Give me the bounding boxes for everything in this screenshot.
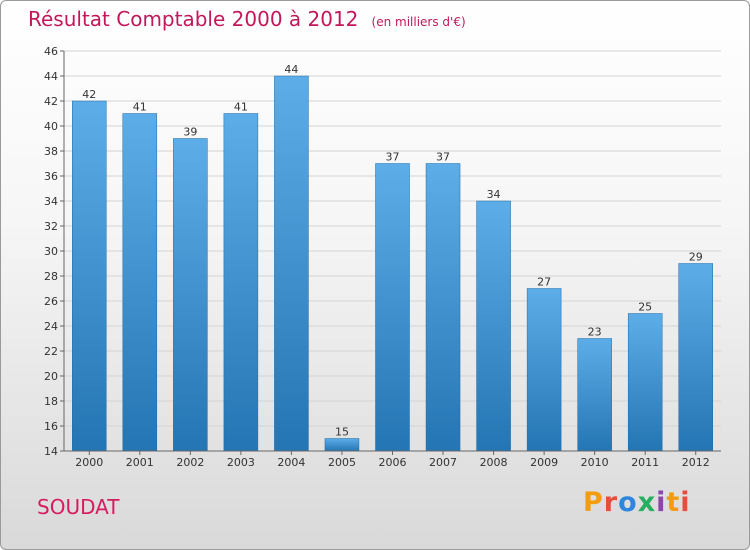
y-tick-label: 18 xyxy=(44,395,58,408)
brand-logo: Proxiti xyxy=(583,487,691,518)
bar-2007 xyxy=(425,163,461,452)
brand-letter: r xyxy=(603,487,619,518)
brand-letter: x xyxy=(637,487,657,518)
y-tick-label: 14 xyxy=(44,445,58,458)
y-tick-label: 24 xyxy=(44,320,58,333)
y-tick-label: 36 xyxy=(44,170,58,183)
bar-2002 xyxy=(173,138,208,452)
bar-2006 xyxy=(375,163,410,452)
y-tick-label: 26 xyxy=(44,295,58,308)
y-tick-label: 46 xyxy=(44,45,58,58)
bar-2005 xyxy=(324,438,360,452)
x-tick-label-2003: 2003 xyxy=(227,456,255,469)
chart-subtitle: (en milliers d'€) xyxy=(371,15,466,29)
x-tick-label-2005: 2005 xyxy=(328,456,356,469)
x-tick-label-2001: 2001 xyxy=(126,456,154,469)
data-label-2000: 42 xyxy=(82,88,96,101)
y-tick-label: 22 xyxy=(44,345,58,358)
data-label-2001: 41 xyxy=(133,101,147,114)
x-tick-label-2012: 2012 xyxy=(682,456,710,469)
bar-2010 xyxy=(577,338,612,452)
chart-title: Résultat Comptable 2000 à 2012 xyxy=(28,7,359,31)
bar-2001 xyxy=(122,113,158,452)
y-tick-label: 20 xyxy=(44,370,58,383)
x-tick-label-2006: 2006 xyxy=(379,456,407,469)
x-tick-label-2007: 2007 xyxy=(429,456,457,469)
bar-2009 xyxy=(526,288,562,452)
data-label-2009: 27 xyxy=(537,276,551,289)
brand-letter: i xyxy=(656,487,667,518)
brand-letter: o xyxy=(618,487,638,518)
y-tick-label: 38 xyxy=(44,145,58,158)
y-tick-label: 32 xyxy=(44,220,58,233)
y-tick-label: 44 xyxy=(44,70,58,83)
y-tick-label: 42 xyxy=(44,95,58,108)
y-tick-label: 30 xyxy=(44,245,58,258)
x-tick-label-2000: 2000 xyxy=(75,456,103,469)
brand-letter: t xyxy=(666,487,681,518)
x-tick-label-2008: 2008 xyxy=(480,456,508,469)
y-tick-label: 40 xyxy=(44,120,58,133)
y-tick-label: 34 xyxy=(44,195,58,208)
data-label-2005: 15 xyxy=(335,426,349,439)
bar-2008 xyxy=(476,200,511,452)
title-row: Résultat Comptable 2000 à 2012 (en milli… xyxy=(28,7,466,31)
y-tick-label: 28 xyxy=(44,270,58,283)
bar-2012 xyxy=(678,263,713,452)
bar-2003 xyxy=(223,113,259,452)
data-label-2012: 29 xyxy=(689,251,703,264)
x-tick-label-2002: 2002 xyxy=(176,456,204,469)
data-label-2003: 41 xyxy=(234,101,248,114)
y-tick-label: 16 xyxy=(44,420,58,433)
data-label-2008: 34 xyxy=(487,188,501,201)
commune-name: SOUDAT xyxy=(37,495,120,519)
brand-letter: P xyxy=(583,487,604,518)
data-label-2010: 23 xyxy=(588,326,602,339)
x-tick-label-2011: 2011 xyxy=(631,456,659,469)
bar-2000 xyxy=(72,100,107,452)
x-tick-label-2004: 2004 xyxy=(277,456,305,469)
bar-2004 xyxy=(274,75,309,452)
data-label-2006: 37 xyxy=(386,151,400,164)
data-label-2007: 37 xyxy=(436,151,450,164)
data-label-2004: 44 xyxy=(284,63,298,76)
bar-2011 xyxy=(627,313,663,452)
brand-letter: i xyxy=(680,487,691,518)
x-tick-label-2010: 2010 xyxy=(581,456,609,469)
data-label-2011: 25 xyxy=(638,301,652,314)
data-label-2002: 39 xyxy=(183,126,197,139)
x-tick-label-2009: 2009 xyxy=(530,456,558,469)
